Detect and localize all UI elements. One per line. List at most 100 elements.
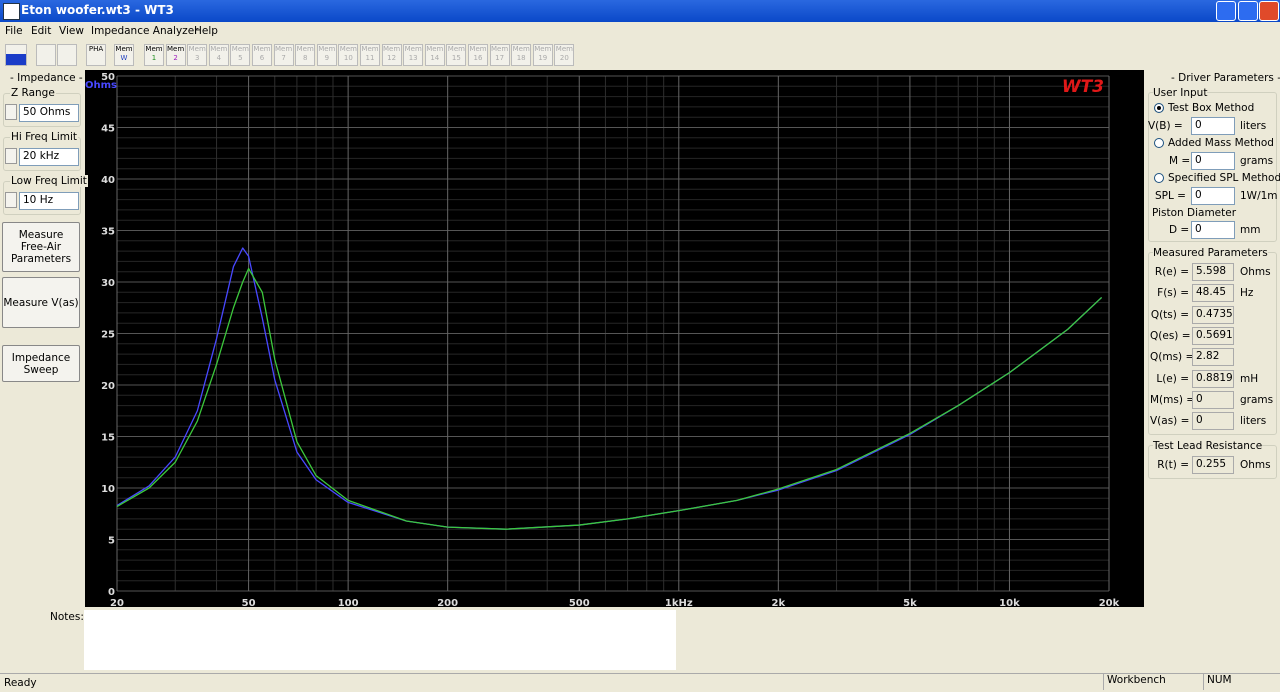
menu-item[interactable]: Help	[194, 25, 218, 37]
menu-item[interactable]: File	[5, 25, 23, 37]
x-tick-label: 500	[569, 598, 590, 607]
toolbar-chart-icon[interactable]	[5, 44, 27, 66]
field-unit: mm	[1240, 224, 1261, 236]
x-tick-label: 10k	[999, 598, 1020, 607]
mem-label-top: Mem	[469, 45, 487, 53]
mem-label-top: Mem	[115, 45, 133, 53]
toolbar-mem-button[interactable]: Mem 19	[532, 44, 553, 66]
x-tick-label: 1kHz	[665, 598, 693, 607]
mem-label-bottom: 6	[259, 54, 265, 62]
mem-label-top: Mem	[361, 45, 379, 53]
mem-label-bottom: 7	[281, 54, 286, 62]
action-button[interactable]: Measure Free-Air Parameters	[2, 222, 80, 272]
param-unit: mH	[1240, 372, 1259, 385]
toolbar-mem-button[interactable]: Mem 18	[511, 44, 532, 66]
spinner[interactable]	[5, 192, 17, 208]
minimize-button[interactable]	[1216, 1, 1236, 21]
param-value: 0.8819	[1192, 369, 1234, 388]
param-value: 0	[1192, 412, 1234, 431]
maximize-button[interactable]	[1238, 1, 1258, 21]
mem-label-top: Mem	[145, 45, 163, 53]
radio-label[interactable]: Specified SPL Method	[1168, 172, 1280, 184]
radio-label[interactable]: Added Mass Method	[1168, 137, 1274, 149]
toolbar-mem-button[interactable]: Mem 10	[338, 44, 359, 66]
mem-label-bottom: 8	[302, 54, 308, 62]
mem-label-bottom: 9	[324, 54, 330, 62]
action-button[interactable]: Impedance Sweep	[2, 345, 80, 382]
y-tick-label: 15	[101, 433, 115, 444]
field-label: Hi Freq Limit	[10, 131, 79, 143]
impedance-chart: 0 5 10 15 20 25 30 35 40 45 50 20 50 100 200 500 1kHz 2k 5…	[85, 70, 1144, 607]
toolbar-mem-button[interactable]: Mem 20	[554, 44, 575, 66]
toolbar-mem-button[interactable]: Mem 11	[360, 44, 380, 66]
field-value[interactable]: 0	[1191, 152, 1235, 170]
field-value[interactable]: 10 Hz	[19, 192, 79, 210]
mem-label-top: Mem	[210, 45, 228, 53]
toolbar-pha[interactable]: PHA	[86, 44, 106, 66]
toolbar-mem-button[interactable]: Mem 5	[230, 44, 251, 66]
field-value[interactable]: 0	[1191, 117, 1235, 135]
toolbar-context-help-icon[interactable]	[57, 44, 77, 66]
toolbar-mem-button[interactable]: Mem 12	[381, 44, 402, 66]
window-title: Eton woofer.wt3 - WT3	[21, 3, 174, 17]
spinner[interactable]	[5, 148, 17, 164]
x-tick-label: 20	[110, 598, 124, 607]
toolbar-mem-button[interactable]: Mem 8	[295, 44, 316, 66]
toolbar-mem-button[interactable]: Mem 13	[403, 44, 424, 66]
button-label: Sweep	[23, 363, 59, 376]
toolbar-mem-button[interactable]: Mem 17	[489, 44, 510, 66]
toolbar-mem-button[interactable]: Mem 2	[165, 44, 186, 66]
radio[interactable]	[1154, 138, 1164, 148]
param-label: Q(ms) =	[1150, 351, 1195, 364]
toolbar-mem-button[interactable]: Mem 15	[446, 44, 467, 66]
button-label: Free-Air	[20, 241, 62, 253]
radio[interactable]	[1154, 173, 1164, 183]
mem-label-top: Mem	[318, 45, 336, 53]
action-button[interactable]: Measure V(as)	[2, 277, 80, 328]
field-unit: 1W/1m	[1240, 190, 1278, 202]
menu-item[interactable]: Edit	[31, 25, 52, 37]
param-unit: liters	[1240, 415, 1267, 428]
x-tick-label: 20k	[1099, 598, 1120, 607]
y-tick-label: 20	[101, 381, 115, 392]
field-value[interactable]: 50 Ohms	[19, 104, 79, 122]
y-tick-label: 35	[101, 227, 115, 238]
close-button[interactable]	[1259, 1, 1279, 21]
mem-label-bottom: 19	[538, 54, 548, 62]
mem-label-top: Mem	[275, 45, 293, 53]
toolbar-mem-button[interactable]: Mem 3	[187, 44, 208, 66]
menu-item[interactable]: Impedance Analyzer	[91, 25, 199, 37]
menu-item[interactable]: View	[59, 25, 84, 37]
field-value[interactable]: 20 kHz	[19, 148, 79, 166]
mem-label-top: Mem	[555, 45, 573, 53]
toolbar-mem-button[interactable]: Mem 1	[144, 44, 164, 66]
mem-label-bottom: 11	[365, 54, 375, 62]
y-unit-label: Ohms	[85, 80, 117, 91]
toolbar-help-icon[interactable]	[36, 44, 56, 66]
spinner[interactable]	[5, 104, 17, 120]
x-tick-label: 100	[338, 598, 359, 607]
mem-label-bottom: 4	[216, 54, 222, 62]
notes-area[interactable]	[84, 610, 676, 670]
mem-label-top: Mem	[231, 45, 249, 53]
toolbar-mem-button[interactable]: Mem 6	[252, 44, 272, 66]
field-value[interactable]: 0	[1191, 221, 1235, 239]
toolbar-mem-button[interactable]: Mem 4	[208, 44, 229, 66]
toolbar-mem-button[interactable]: Mem 7	[273, 44, 294, 66]
toolbar-mem-button[interactable]: Mem 9	[316, 44, 337, 66]
x-tick-label: 200	[437, 598, 458, 607]
right-panel-title: - Driver Parameters -	[1171, 72, 1280, 84]
toolbar-mem-button[interactable]: Mem W	[114, 44, 134, 66]
button-label: Measure V(as)	[3, 296, 79, 309]
y-tick-label: 10	[101, 484, 115, 495]
radio[interactable]	[1154, 103, 1164, 113]
mem-label-top: Mem	[167, 45, 185, 53]
y-tick-label: 40	[101, 175, 115, 186]
radio-label[interactable]: Test Box Method	[1168, 102, 1255, 114]
mem-label-top: Mem	[534, 45, 552, 53]
toolbar-mem-button[interactable]: Mem 16	[468, 44, 488, 66]
field-value[interactable]: 0	[1191, 187, 1235, 205]
toolbar-mem-button[interactable]: Mem 14	[424, 44, 445, 66]
mem-label-top: Mem	[339, 45, 357, 53]
mem-label-bottom: 15	[451, 54, 461, 62]
